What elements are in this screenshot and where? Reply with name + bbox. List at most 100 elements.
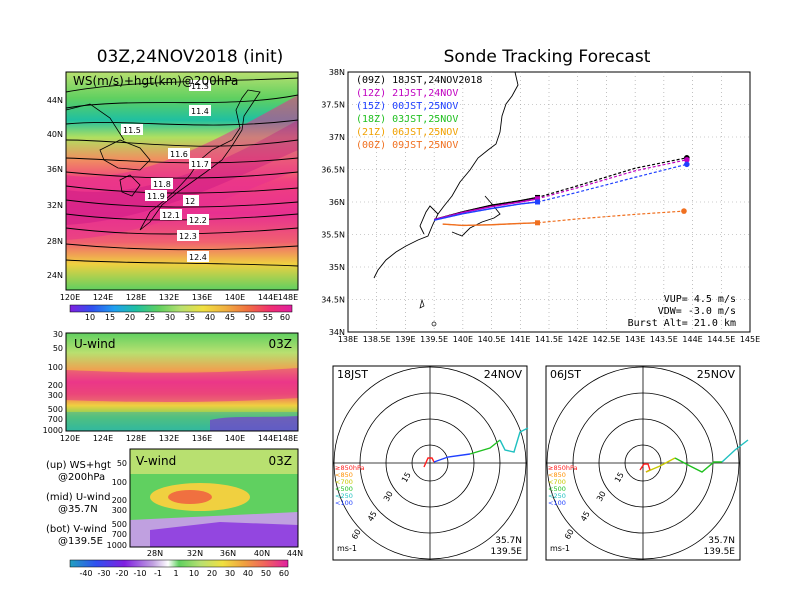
svg-text:(mid) U-wind: (mid) U-wind: [46, 492, 110, 503]
contour-label: 11.3: [191, 82, 209, 91]
svg-text:-10: -10: [133, 569, 146, 578]
pressure-legend-item: <250: [548, 492, 566, 500]
svg-text:-40: -40: [79, 569, 92, 578]
svg-text:300: 300: [48, 391, 63, 400]
svg-text:@35.7N: @35.7N: [58, 504, 98, 515]
hodograph-2: 15 30 45 60 06JST 25NOV 35.7N 139.5E ms-…: [545, 365, 749, 561]
burst-marker: [535, 199, 541, 205]
uwind-time: 03Z: [269, 337, 293, 351]
track-lat-ticks: 38N 37.5N 37N 36.5N 36N 35.5N 35N 34.5N 34N: [321, 68, 345, 337]
svg-text:148E: 148E: [278, 434, 298, 443]
pressure-legend-item: <100: [548, 499, 566, 507]
contour-label: 12.4: [189, 253, 207, 262]
svg-text:139.5E: 139.5E: [491, 547, 523, 557]
svg-text:30: 30: [165, 313, 175, 322]
left-title: 03Z,24NOV2018 (init): [97, 47, 284, 67]
ws-colorbar: 10 15 20 25 30 35 40 45 50 55 60: [69, 304, 293, 322]
hodograph-1: 15 30 45 60 18JST 24NOV 35.7N 139.5E ms-…: [332, 365, 529, 561]
svg-text:140E: 140E: [225, 293, 245, 302]
svg-text:24NOV: 24NOV: [484, 368, 523, 381]
contour-label: 11.4: [191, 107, 209, 116]
svg-text:132E: 132E: [159, 434, 179, 443]
vwind-panel: V-wind 03Z 50 100 200 300 500 700 1000 2…: [107, 448, 303, 558]
svg-text:24N: 24N: [47, 271, 63, 280]
svg-text:136E: 136E: [192, 293, 212, 302]
svg-text:132E: 132E: [159, 293, 179, 302]
contour-label: 12.1: [162, 211, 180, 220]
track-ascent: [433, 198, 538, 221]
svg-text:-30: -30: [97, 569, 110, 578]
lon-tick-label: 142E: [568, 335, 588, 344]
vup-text: VUP= 4.5 m/s: [664, 294, 736, 305]
panel-legend: (up) WS+hgt @200hPa (mid) U-wind @35.7N …: [46, 460, 111, 547]
svg-text:20: 20: [207, 569, 217, 578]
svg-text:40N: 40N: [47, 130, 63, 139]
lon-tick-label: 142.5E: [592, 335, 620, 344]
lon-tick-label: 139E: [395, 335, 415, 344]
svg-text:28N: 28N: [147, 549, 163, 558]
svg-text:50: 50: [53, 344, 63, 353]
svg-text:30: 30: [53, 330, 63, 339]
svg-text:100: 100: [112, 478, 127, 487]
legend-item: (12Z) 21JST,24NOV: [356, 88, 458, 99]
svg-text:45: 45: [225, 313, 235, 322]
lon-tick-label: 141.5E: [535, 335, 563, 344]
track-lon-ticks: 138E 138.5E 139E 139.5E 140E 140.5E 141E 141.5E…: [338, 335, 760, 344]
svg-text:36N: 36N: [220, 549, 236, 558]
svg-text:139.5E: 139.5E: [704, 547, 736, 557]
track-ascent: [442, 222, 538, 227]
pressure-legend-item: <850: [548, 471, 566, 479]
svg-text:60: 60: [280, 313, 290, 322]
svg-text:148E: 148E: [278, 293, 298, 302]
svg-text:@200hPa: @200hPa: [58, 472, 105, 483]
right-title: Sonde Tracking Forecast: [444, 47, 651, 67]
svg-text:(bot) V-wind: (bot) V-wind: [46, 524, 107, 535]
svg-text:128E: 128E: [126, 293, 146, 302]
uwind-panel: U-wind 03Z 30 50 100 200 300 500 700 100…: [43, 330, 299, 443]
pressure-legend-item: ≥850hPa: [548, 464, 578, 472]
svg-text:124E: 124E: [93, 293, 113, 302]
svg-text:700: 700: [48, 415, 63, 424]
svg-text:50: 50: [117, 459, 127, 468]
svg-text:60: 60: [279, 569, 289, 578]
pressure-legend-item: <500: [335, 485, 353, 493]
landing-point: [681, 208, 687, 214]
svg-text:32N: 32N: [187, 549, 203, 558]
contour-label: 12: [185, 197, 195, 206]
svg-text:120E: 120E: [60, 293, 80, 302]
svg-text:ms-1: ms-1: [550, 544, 570, 553]
svg-text:40: 40: [205, 313, 215, 322]
contour-label: 11.7: [191, 160, 209, 169]
svg-text:300: 300: [112, 506, 127, 515]
svg-text:500: 500: [112, 520, 127, 529]
svg-text:06JST: 06JST: [550, 368, 581, 381]
lon-tick-label: 141E: [510, 335, 530, 344]
lat-tick-label: 37N: [329, 133, 345, 142]
svg-text:120E: 120E: [60, 434, 80, 443]
lon-tick-label: 140E: [453, 335, 473, 344]
svg-text:140E: 140E: [225, 434, 245, 443]
svg-text:60: 60: [563, 528, 576, 541]
svg-text:500: 500: [48, 405, 63, 414]
pressure-legend-item: <100: [335, 499, 353, 507]
landing-point: [684, 161, 690, 168]
lat-tick-label: 34N: [329, 328, 345, 337]
lat-tick-label: 36N: [329, 198, 345, 207]
map-lat-ticks: 44N 40N 36N 32N 28N 24N: [47, 96, 63, 280]
svg-text:32N: 32N: [47, 201, 63, 210]
svg-text:200: 200: [112, 496, 127, 505]
map-lon-ticks: 120E 124E 128E 132E 136E 140E 144E 148E: [60, 293, 298, 302]
svg-text:15: 15: [105, 313, 115, 322]
lat-tick-label: 36.5N: [321, 166, 345, 175]
map-label: WS(m/s)+hgt(km)@200hPa: [73, 74, 238, 88]
burst-text: Burst Alt= 21.0 km: [628, 318, 736, 329]
lon-tick-label: 139.5E: [420, 335, 448, 344]
svg-text:15: 15: [400, 471, 413, 484]
lat-tick-label: 35N: [329, 263, 345, 272]
svg-text:(up) WS+hgt: (up) WS+hgt: [46, 460, 111, 471]
svg-text:10: 10: [189, 569, 199, 578]
svg-text:45: 45: [579, 510, 592, 523]
legend-item: (00Z) 09JST,25NOV: [356, 140, 458, 151]
pressure-legend-item: <250: [335, 492, 353, 500]
